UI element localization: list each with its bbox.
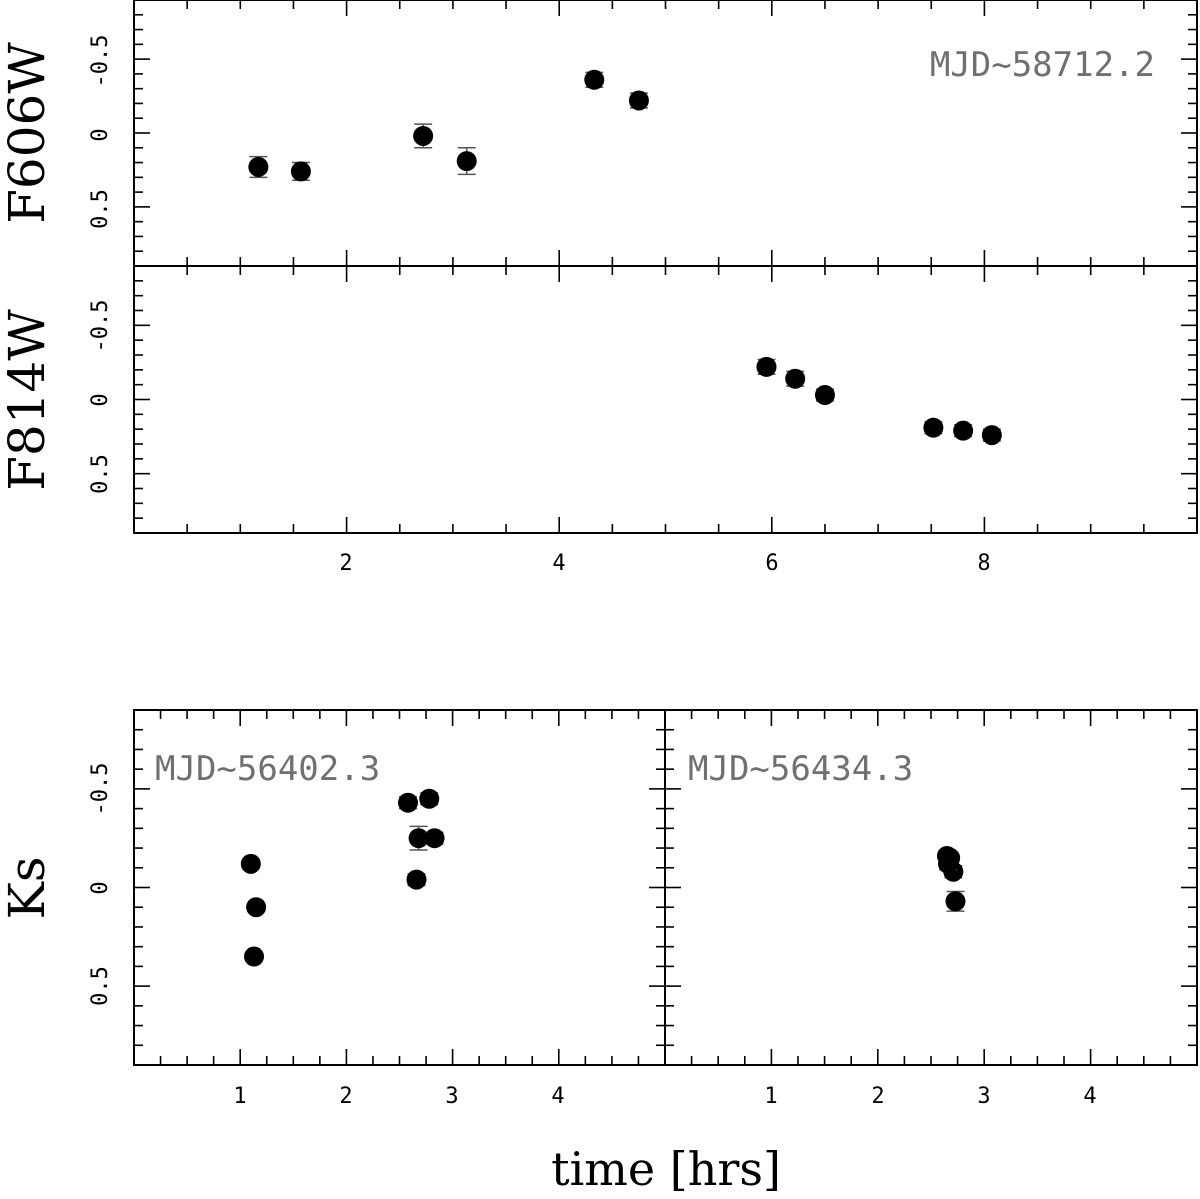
f814w-ytick-label: 0: [88, 393, 113, 406]
ks-ytick-label: 0: [88, 881, 113, 894]
time-axis-label: time [hrs]: [551, 1142, 781, 1196]
f606w-ytick-label: -0.5: [88, 35, 113, 88]
mjd-annotation-ks-left: MJD~56402.3: [155, 749, 380, 789]
ks-left-data-point: [244, 946, 265, 967]
ks-left-data-point: [424, 828, 445, 849]
ks-left-data-point: [419, 788, 440, 809]
mid-xtick-label: 4: [552, 551, 565, 576]
ks-right-data-point: [936, 845, 957, 866]
ks-left-xtick-label: 1: [233, 1084, 246, 1109]
ks-right-xtick-label: 3: [977, 1084, 990, 1109]
f606w-data-point: [248, 156, 269, 177]
f606w-ytick-label: 0: [88, 128, 113, 141]
f814w-data-point: [923, 417, 944, 438]
f814w-data-point: [756, 356, 777, 377]
ks-left-data-point: [246, 897, 267, 918]
ks-left-xtick-label: 4: [551, 1084, 564, 1109]
f814w-axis-label: F814W: [0, 309, 56, 491]
mid-xtick-label: 2: [339, 551, 352, 576]
mid-xtick-label: 8: [977, 551, 990, 576]
f814w-data-point: [814, 385, 835, 406]
mjd-annotation-top: MJD~58712.2: [930, 45, 1155, 85]
f814w-data-point: [953, 420, 974, 441]
ks-right-xtick-label: 1: [764, 1084, 777, 1109]
f606w-data-point: [290, 161, 311, 182]
f606w-axis-label: F606W: [0, 42, 56, 224]
ks-left-xtick-label: 3: [445, 1084, 458, 1109]
f606w-data-point: [456, 151, 477, 172]
f606w-ytick-label: 0.5: [88, 189, 113, 229]
f814w-data-point: [785, 368, 806, 389]
mjd-annotation-ks-right: MJD~56434.3: [688, 749, 913, 789]
ks-right-xtick-label: 4: [1083, 1084, 1096, 1109]
ks-left-data-point: [397, 792, 418, 813]
f814w-ytick-label: -0.5: [88, 300, 113, 353]
ks-right-xtick-label: 2: [871, 1084, 884, 1109]
ks-right-data-point: [945, 891, 966, 912]
f606w-data-point: [628, 90, 649, 111]
ks-ytick-label: 0.5: [88, 966, 113, 1006]
ks-left-data-point: [406, 869, 427, 890]
panel-f814w-frame: [133, 265, 1198, 534]
ks-left-data-point: [408, 828, 429, 849]
f814w-data-point: [981, 425, 1002, 446]
ks-left-data-point: [240, 853, 261, 874]
panel-f606w-frame: [133, 0, 1198, 267]
ks-ytick-label: -0.5: [88, 763, 113, 816]
f814w-ytick-label: 0.5: [88, 454, 113, 494]
ks-axis-label: Ks: [0, 856, 56, 919]
f606w-data-point: [413, 125, 434, 146]
mid-xtick-label: 6: [765, 551, 778, 576]
f606w-data-point: [584, 69, 605, 90]
ks-left-xtick-label: 2: [339, 1084, 352, 1109]
